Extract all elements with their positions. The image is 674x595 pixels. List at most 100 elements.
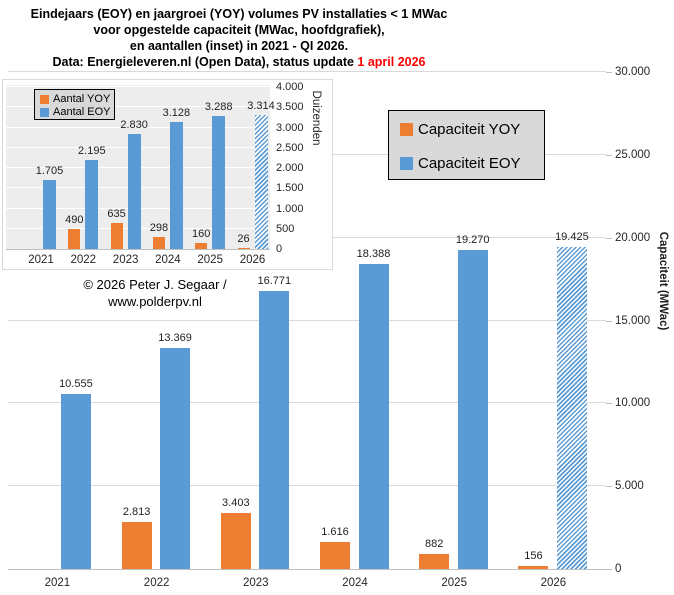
main-y-tick-label: 5.000 [615, 480, 644, 493]
bar-data-label: 3.403 [222, 496, 250, 509]
chart-title-data-source: Data: Energieleveren.nl (Open Data), sta… [52, 55, 358, 69]
bar-data-label: 19.425 [555, 231, 589, 244]
bar-aantal-eoy-2024 [169, 122, 183, 249]
main-y-tick-label: 25.000 [615, 148, 651, 161]
main-y-tick [606, 569, 612, 570]
inset-x-label-2021: 2021 [28, 254, 54, 266]
bar-capaciteit-eoy-2022 [160, 347, 191, 569]
main-y-tick-label: 15.000 [615, 314, 651, 327]
status-update-date: 1 april 2026 [357, 55, 426, 69]
bar-data-label: 882 [425, 538, 444, 551]
copyright-note: © 2026 Peter J. Segaar / www.polderpv.nl [55, 276, 255, 310]
inset-y-tick-label: 3.500 [276, 101, 304, 114]
bar-capaciteit-eoy-2023 [259, 291, 290, 569]
main-y-tick [606, 403, 612, 405]
copyright-line2: www.polderpv.nl [108, 294, 202, 309]
inset-gridline [6, 126, 270, 128]
bar-aantal-yoy-2025 [195, 242, 208, 249]
bar-data-label: 1.616 [321, 526, 349, 539]
chart-title: Eindejaars (EOY) en jaargroei (YOY) volu… [0, 6, 478, 70]
chart-title-line3: en aantallen (inset) in 2021 - QI 2026. [129, 39, 349, 53]
bar-capaciteit-yoy-2026 [518, 566, 549, 569]
bar-data-label: 2.195 [78, 145, 106, 158]
main-plot-area: 10.555 2.813 13.369 3.403 16.771 1.616 18.388 8… [8, 71, 606, 570]
main-y-tick-label: 30.000 [615, 66, 651, 78]
bar-data-label: 298 [149, 221, 169, 234]
bar-data-label: 18.388 [356, 248, 391, 261]
main-gridline [8, 402, 606, 404]
legend-label-aantal-yoy: Aantal YOY [53, 93, 111, 105]
copyright-line1: © 2026 Peter J. Segaar / [83, 277, 227, 292]
inset-gridline [6, 86, 270, 87]
bar-capaciteit-yoy-2025 [419, 554, 450, 569]
main-x-label-2021: 2021 [44, 577, 71, 589]
bar-aantal-yoy-2026 [237, 247, 250, 249]
bar-capaciteit-yoy-2023 [220, 512, 251, 569]
bar-capaciteit-eoy-2024 [358, 264, 389, 569]
inset-x-label-2024: 2024 [155, 254, 181, 266]
bar-capaciteit-yoy-2022 [121, 522, 152, 569]
main-y-tick [606, 320, 612, 322]
bar-data-label: 2.813 [122, 506, 151, 519]
bar-aantal-eoy-2025 [212, 115, 226, 249]
main-gridline [8, 71, 606, 72]
main-y-tick [606, 237, 612, 239]
bar-data-label: 490 [65, 214, 84, 227]
bar-data-label: 26 [237, 232, 250, 245]
inset-x-label-2022: 2022 [70, 254, 97, 266]
bar-data-label: 19.270 [455, 233, 490, 246]
main-gridline [8, 485, 606, 487]
main-x-label-2024: 2024 [342, 577, 368, 589]
bar-aantal-yoy-2023 [110, 223, 123, 249]
bar-aantal-yoy-2022 [68, 229, 81, 249]
bar-aantal-eoy-2021 [43, 179, 56, 249]
legend-item-capaciteit-yoy: Capaciteit YOY [400, 121, 520, 138]
chart-title-line1: Eindejaars (EOY) en jaargroei (YOY) volu… [30, 7, 448, 21]
bar-capaciteit-eoy-2025 [457, 249, 488, 569]
main-x-label-2026: 2026 [540, 577, 567, 589]
legend-label-capaciteit-eoy: Capaciteit EOY [418, 155, 521, 172]
inset-x-label-2023: 2023 [112, 254, 139, 266]
inset-y-tick-label: 1.500 [276, 182, 304, 195]
bar-data-label: 635 [107, 208, 126, 221]
inset-y-tick-label: 4.000 [276, 81, 304, 93]
bar-data-label: 156 [524, 550, 543, 563]
inset-gridline [6, 106, 270, 108]
main-y-tick-label: 20.000 [615, 231, 651, 244]
main-legend: Capaciteit YOY Capaciteit EOY [388, 110, 545, 180]
bar-data-label: 3.314 [247, 99, 275, 112]
chart-title-line4: Data: Energieleveren.nl (Open Data), sta… [0, 54, 478, 70]
main-x-label-2025: 2025 [441, 577, 467, 589]
inset-chart: 1.705 490 2.195 635 2.830 298 3.128 160 3.288 26 3… [2, 79, 333, 270]
bar-data-label: 2.830 [120, 119, 148, 132]
bar-aantal-eoy-2026 [254, 114, 268, 249]
bar-data-label: 10.555 [59, 378, 93, 391]
bar-data-label: 13.369 [158, 331, 192, 344]
bar-aantal-eoy-2023 [127, 134, 141, 249]
inset-y-tick-label: 2.500 [276, 141, 304, 154]
bar-aantal-eoy-2022 [85, 160, 99, 249]
legend-swatch-eoy [400, 157, 413, 170]
legend-item-capaciteit-eoy: Capaciteit EOY [400, 155, 521, 172]
bar-data-label: 160 [192, 227, 211, 240]
bar-data-label: 3.128 [162, 107, 191, 120]
main-y-tick-label: 10.000 [615, 397, 651, 410]
chart-title-line2: voor opgestelde capaciteit (MWac, hoofdg… [93, 23, 385, 37]
main-x-label-2022: 2022 [143, 577, 170, 589]
bar-capaciteit-eoy-2026 [556, 247, 587, 569]
main-x-label-2023: 2023 [243, 577, 269, 589]
bar-aantal-yoy-2024 [152, 236, 165, 249]
bar-data-label: 1.705 [35, 164, 64, 177]
inset-y-tick-label: 2.000 [276, 162, 304, 174]
legend-label-aantal-eoy: Aantal EOY [53, 106, 111, 118]
main-y-axis-title: Capaciteit (MWac) [657, 231, 669, 331]
main-y-tick [606, 154, 612, 156]
bar-data-label: 3.288 [204, 100, 233, 113]
bar-capaciteit-eoy-2021 [60, 394, 91, 569]
inset-y-tick-label: 1.000 [276, 202, 304, 215]
legend-swatch-yoy [400, 123, 413, 136]
legend-item-aantal-yoy: Aantal YOY [40, 93, 110, 105]
inset-y-tick-label: 500 [276, 222, 295, 235]
inset-y-tick-label: 3.000 [276, 121, 304, 134]
